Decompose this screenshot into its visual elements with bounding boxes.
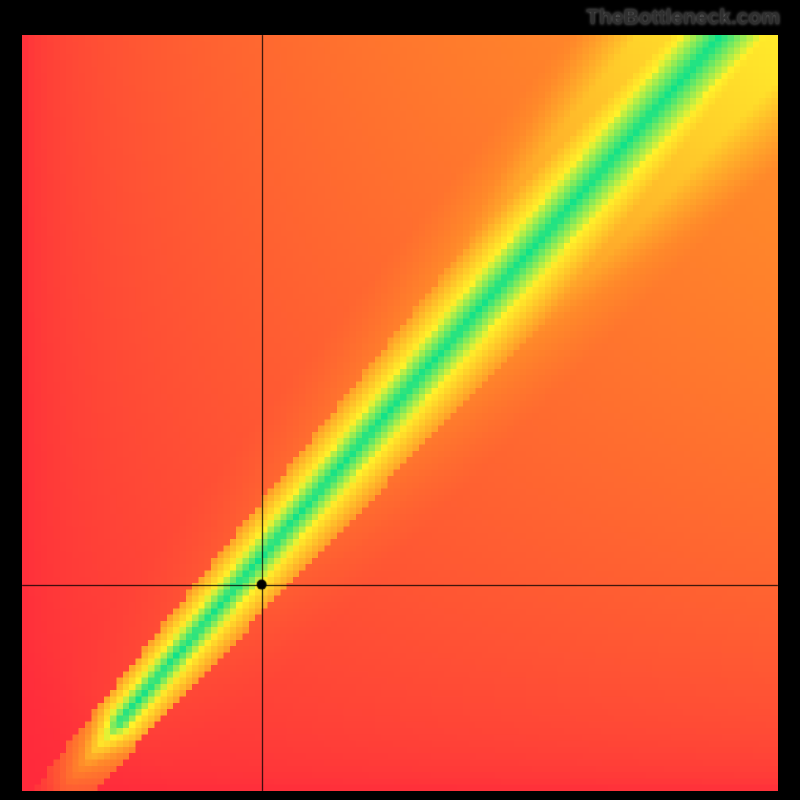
chart-container: TheBottleneck.com [0,0,800,800]
overlay-canvas [0,0,800,800]
watermark-text: TheBottleneck.com [586,6,780,30]
